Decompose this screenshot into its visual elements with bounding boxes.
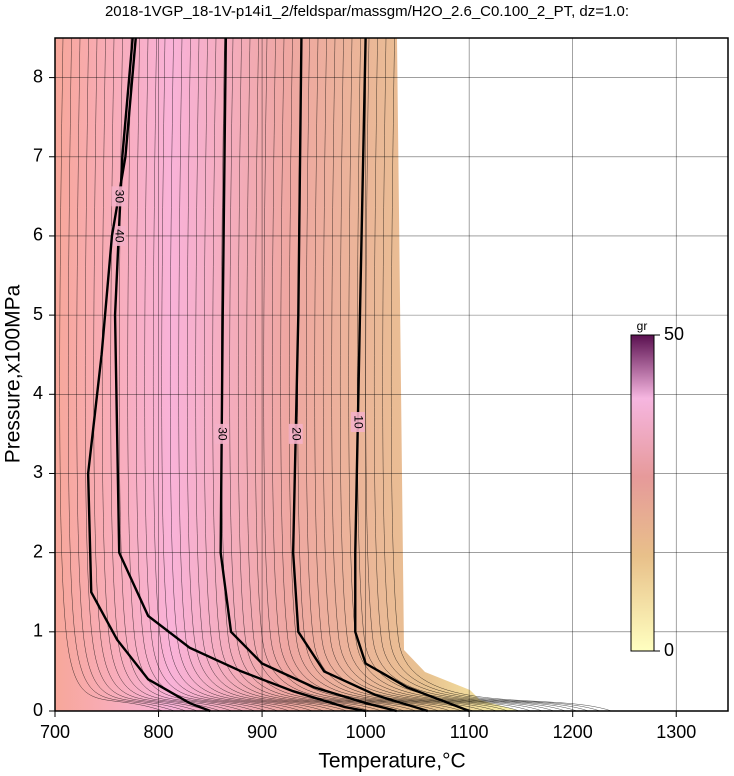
y-axis-label: Pressure,x100MPa bbox=[2, 284, 25, 463]
minor-contour bbox=[161, 37, 302, 712]
minor-contour bbox=[365, 37, 578, 712]
contour-label-bg bbox=[214, 423, 229, 444]
contour-label: 30 bbox=[216, 427, 230, 441]
contour-label-bg bbox=[111, 186, 126, 207]
y-tick-label: 7 bbox=[33, 146, 43, 166]
x-tick-label: 1200 bbox=[553, 722, 593, 742]
x-tick-label: 900 bbox=[247, 722, 277, 742]
minor-contour bbox=[339, 37, 543, 712]
x-tick-label: 1000 bbox=[346, 722, 386, 742]
minor-contour bbox=[127, 37, 256, 712]
minor-contour bbox=[220, 37, 382, 712]
minor-contour bbox=[348, 37, 555, 712]
contour-label-bg bbox=[111, 225, 126, 246]
contours: 10 20 30 40 30 bbox=[86, 37, 470, 713]
y-tick-label: 8 bbox=[33, 66, 43, 86]
minor-contour bbox=[229, 37, 394, 712]
minor-contour bbox=[93, 37, 210, 712]
minor-contour bbox=[101, 37, 221, 712]
minor-contour bbox=[59, 37, 164, 712]
minor-contour bbox=[178, 37, 325, 712]
contour-label-bg bbox=[350, 412, 365, 433]
minor-contour bbox=[322, 37, 520, 712]
minor-contour bbox=[373, 37, 589, 712]
minor-contour bbox=[314, 37, 509, 712]
minor-contour bbox=[84, 37, 198, 712]
minor-contour bbox=[271, 37, 451, 712]
colorbar-label: gr bbox=[637, 319, 648, 333]
minor-contour bbox=[246, 37, 417, 712]
contour-line bbox=[291, 37, 429, 713]
x-tick-label: 700 bbox=[40, 722, 70, 742]
contour-label-bg bbox=[288, 423, 303, 444]
contour-label: 40 bbox=[113, 229, 127, 243]
y-tick-label: 4 bbox=[33, 383, 43, 403]
minor-contour bbox=[67, 37, 175, 712]
filled-region bbox=[55, 37, 612, 712]
minor-contour bbox=[152, 37, 290, 712]
contour-line bbox=[219, 37, 397, 713]
y-tick-label: 3 bbox=[33, 462, 43, 482]
y-tick-label: 6 bbox=[33, 225, 43, 245]
minor-contour bbox=[305, 37, 497, 712]
minor-contour bbox=[212, 37, 371, 712]
colorbar-tick-label: 0 bbox=[664, 640, 674, 660]
minor-contour bbox=[76, 37, 187, 712]
contour-label: 30 bbox=[113, 190, 127, 204]
x-tick-label: 1100 bbox=[450, 722, 489, 742]
minor-contour bbox=[254, 37, 428, 712]
y-tick-label: 0 bbox=[33, 700, 43, 720]
y-tick-label: 2 bbox=[33, 541, 43, 561]
contour-label: 20 bbox=[290, 427, 304, 441]
contour-line bbox=[354, 37, 470, 713]
minor-contour bbox=[203, 37, 359, 712]
minor-contour bbox=[390, 37, 612, 712]
colorbar-ticks: 0 50 bbox=[654, 324, 684, 660]
minor-contour bbox=[135, 37, 267, 712]
minor-contour bbox=[144, 37, 279, 712]
x-tick-label: 1300 bbox=[656, 722, 696, 742]
minor-contour bbox=[382, 37, 601, 712]
contour-line bbox=[113, 37, 366, 713]
minor-contour bbox=[280, 37, 463, 712]
x-axis-label: Temperature,°C bbox=[318, 750, 465, 773]
minor-contour bbox=[288, 37, 474, 712]
minor-contour bbox=[356, 37, 566, 712]
chart-title: 2018-1VGP_18-1V-p14i1_2/feldspar/massgm/… bbox=[105, 3, 629, 20]
minor-contour bbox=[169, 37, 313, 712]
y-tick-label: 5 bbox=[33, 304, 43, 324]
colorbar bbox=[630, 334, 655, 652]
colorbar-tick-label: 50 bbox=[664, 324, 684, 344]
y-tick-label: 1 bbox=[33, 621, 43, 641]
minor-contour bbox=[186, 37, 336, 712]
x-tick-label: 800 bbox=[144, 722, 174, 742]
plot-frame bbox=[54, 37, 729, 712]
contour-label: 10 bbox=[352, 415, 366, 429]
minor-contour bbox=[195, 37, 348, 712]
